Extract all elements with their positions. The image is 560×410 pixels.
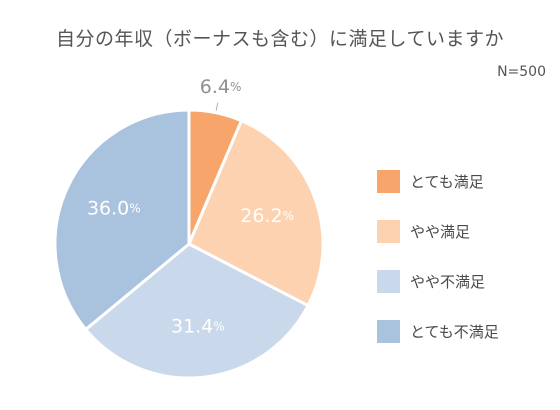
pie-data-label: 31.4%: [171, 315, 225, 337]
legend-swatch: [377, 219, 400, 243]
legend-label: とても不満足: [410, 322, 499, 341]
legend-swatch: [377, 169, 400, 193]
leader-line: [215, 102, 219, 111]
legend-item-very-dissatisfied: とても不満足: [377, 306, 499, 356]
legend-label: とても満足: [410, 172, 484, 191]
legend-item-very-satisfied: とても満足: [377, 156, 499, 206]
chart-legend: とても満足 やや満足 やや不満足 とても不満足: [377, 156, 499, 356]
pie-slice-3: [53, 108, 191, 331]
legend-swatch: [377, 269, 400, 293]
pie-data-label: 6.4%: [200, 76, 242, 98]
legend-item-somewhat-dissatisfied: やや不満足: [377, 256, 499, 306]
legend-label: やや不満足: [410, 272, 486, 291]
pie-slice-2: [84, 242, 310, 380]
sample-size: N=500: [497, 64, 546, 80]
pie-slice-1: [187, 119, 325, 308]
pie-data-label: 26.2%: [240, 204, 294, 226]
legend-label: やや満足: [410, 222, 471, 241]
legend-swatch: [377, 319, 400, 343]
legend-item-somewhat-satisfied: やや満足: [377, 206, 499, 256]
pie-data-label: 36.0%: [87, 197, 141, 219]
chart-title: 自分の年収（ボーナスも含む）に満足していますか: [56, 28, 504, 50]
